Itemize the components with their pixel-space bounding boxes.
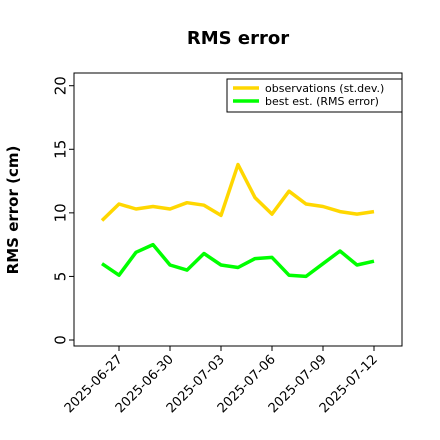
series-line: [101, 242, 375, 279]
y-tick-label: 5: [51, 272, 69, 282]
series-lines: [100, 162, 375, 279]
y-tick-label: 10: [51, 203, 69, 222]
y-tick-label: 15: [51, 140, 69, 159]
y-tick-label: 0: [51, 335, 69, 345]
chart-title: RMS error: [187, 28, 289, 49]
legend: observations (st.dev.)best est. (RMS err…: [226, 78, 403, 113]
y-axis-ticks: 0 5 10 15 20: [51, 76, 74, 345]
legend-label: best est. (RMS error): [265, 95, 379, 108]
legend-label: observations (st.dev.): [265, 82, 384, 95]
x-axis-ticks: 2025-06-272025-06-302025-07-032025-07-06…: [62, 346, 381, 416]
plot-frame: [73, 72, 403, 347]
series-line: [100, 162, 375, 222]
legend-box: [226, 78, 403, 113]
y-tick-label: 20: [51, 76, 69, 95]
y-axis-label: RMS error (cm): [4, 146, 22, 275]
